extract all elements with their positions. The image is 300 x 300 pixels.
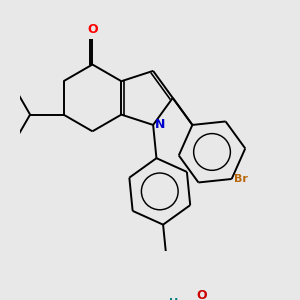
Text: N: N (155, 118, 166, 131)
Text: O: O (87, 23, 98, 36)
Text: O: O (196, 289, 207, 300)
Text: H: H (169, 298, 179, 300)
Text: Br: Br (234, 174, 248, 184)
